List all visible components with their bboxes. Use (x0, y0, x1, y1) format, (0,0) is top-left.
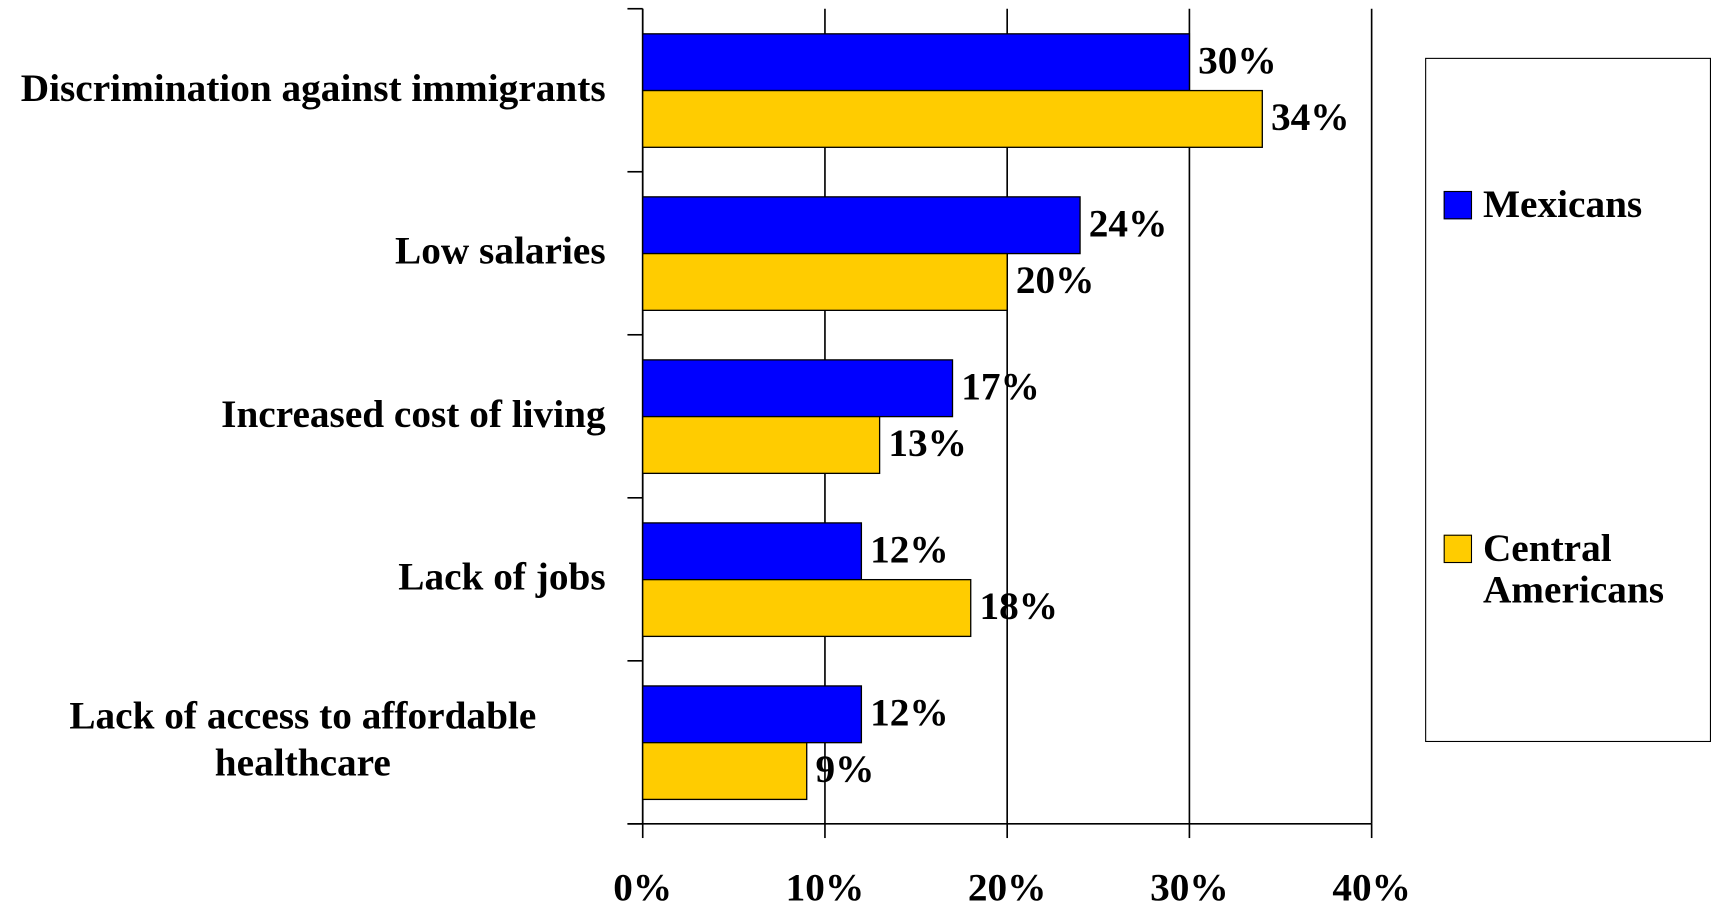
bar (642, 359, 954, 418)
bar (642, 742, 808, 801)
data-label: 12% (870, 528, 949, 571)
legend-label: Central Americans (1482, 525, 1665, 611)
data-label: 18% (979, 585, 1058, 628)
bar (642, 578, 972, 638)
data-label: 24% (1089, 202, 1168, 245)
data-label: 13% (888, 422, 967, 465)
x-tick-label: 30% (1150, 867, 1229, 910)
legend-swatch (1443, 190, 1473, 220)
bar (642, 252, 1008, 311)
bar (642, 89, 1263, 148)
category-label: Low salaries (395, 228, 606, 273)
bar (642, 522, 863, 581)
data-label: 34% (1271, 96, 1350, 139)
legend: Mexicans Central Americans (1425, 57, 1711, 743)
x-tick-label: 0% (613, 867, 672, 910)
bar (642, 685, 863, 744)
category-label: Increased cost of living (221, 391, 606, 436)
legend-label: Mexicans (1482, 182, 1643, 226)
data-label: 17% (961, 365, 1040, 408)
bar (642, 415, 881, 475)
bar (642, 33, 1191, 92)
category-label: Lack of jobs (398, 554, 606, 599)
legend-swatch (1443, 534, 1473, 564)
bar (642, 196, 1081, 255)
legend-item: Mexicans (1443, 182, 1643, 226)
legend-item: Central Americans (1443, 525, 1702, 611)
data-label: 12% (870, 691, 949, 734)
category-label: Discrimination against immigrants (20, 65, 606, 110)
x-tick-label: 10% (786, 867, 865, 910)
x-tick-label: 40% (1332, 867, 1411, 910)
data-label: 20% (1016, 259, 1095, 302)
data-label: 9% (815, 748, 874, 791)
x-tick-label: 20% (968, 867, 1047, 910)
data-label: 30% (1198, 39, 1277, 82)
category-label: Lack of access to affordable healthcare (69, 694, 537, 785)
